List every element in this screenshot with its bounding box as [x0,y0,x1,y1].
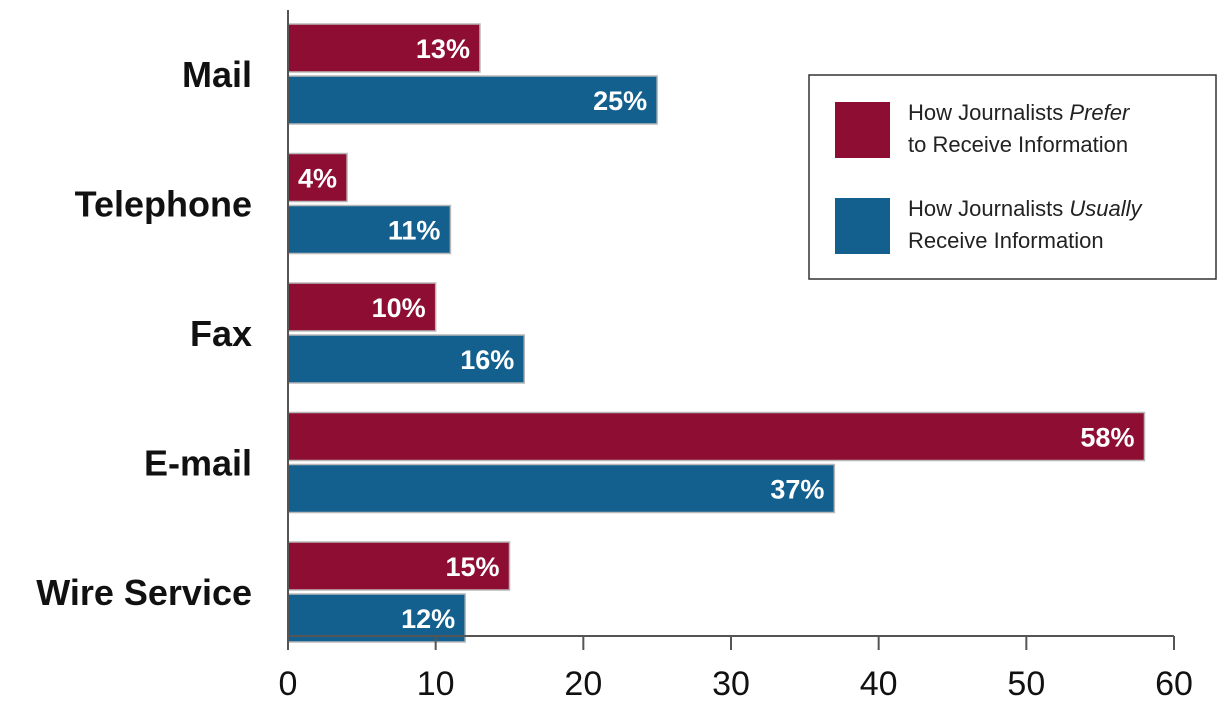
x-tick-label: 50 [1007,665,1045,701]
legend-text-segment: How Journalists [908,100,1069,125]
bar-s0-e-mail [287,411,1146,462]
bar-s0-telephone [287,152,348,203]
bar-value-label: 10% [372,293,426,323]
legend-text-segment: How Journalists [908,196,1069,221]
bar-s1-telephone [287,204,452,255]
legend: How Journalists Prefer to Receive Informa… [808,74,1217,280]
legend-text-segment: to Receive Information [908,132,1128,157]
legend-text-segment: Receive Information [908,228,1104,253]
category-label: Mail [182,54,252,95]
bar-value-label: 37% [770,475,824,505]
legend-text-segment: Prefer [1069,100,1131,125]
x-tick-label: 10 [417,665,455,701]
bar-value-label: 4% [298,164,337,194]
bar-s1-wire-service [287,593,466,643]
legend-swatch [835,198,890,254]
axis-layer: 0 10 20 30 40 50 60 [279,10,1193,701]
x-tick-label: 40 [860,665,898,701]
category-label: E-mail [144,443,252,484]
bar-value-label: 13% [416,34,470,64]
legend-entry: How Journalists Prefer to Receive Informa… [908,100,1131,157]
category-label: Wire Service [36,572,252,613]
legend-text-segment: Usually [1069,196,1143,221]
category-label: Telephone [75,184,252,225]
bars-layer [287,23,1146,643]
bar-s0-fax [287,282,437,332]
x-tick-label: 30 [712,665,750,701]
bar-value-label: 12% [401,604,455,634]
bar-value-label: 15% [445,552,499,582]
x-tick-label: 60 [1155,665,1193,701]
x-tick-label: 0 [279,665,298,701]
bar-s1-mail [287,75,658,125]
x-tick-label: 20 [564,665,602,701]
bar-value-label: 16% [460,345,514,375]
category-label: Fax [190,313,252,354]
bar-s1-e-mail [287,463,836,514]
bar-value-label: 58% [1080,423,1134,453]
labels-layer: 13% 25% Mail 4% 11% Telephone 10% 16% Fax 58% 37% E… [36,34,1134,634]
legend-swatch [835,102,890,158]
bar-value-label: 11% [388,216,441,246]
legend-entry: How Journalists Usually Receive Informati… [908,196,1144,253]
bar-s0-mail [287,23,481,73]
bar-value-label: 25% [593,86,647,116]
